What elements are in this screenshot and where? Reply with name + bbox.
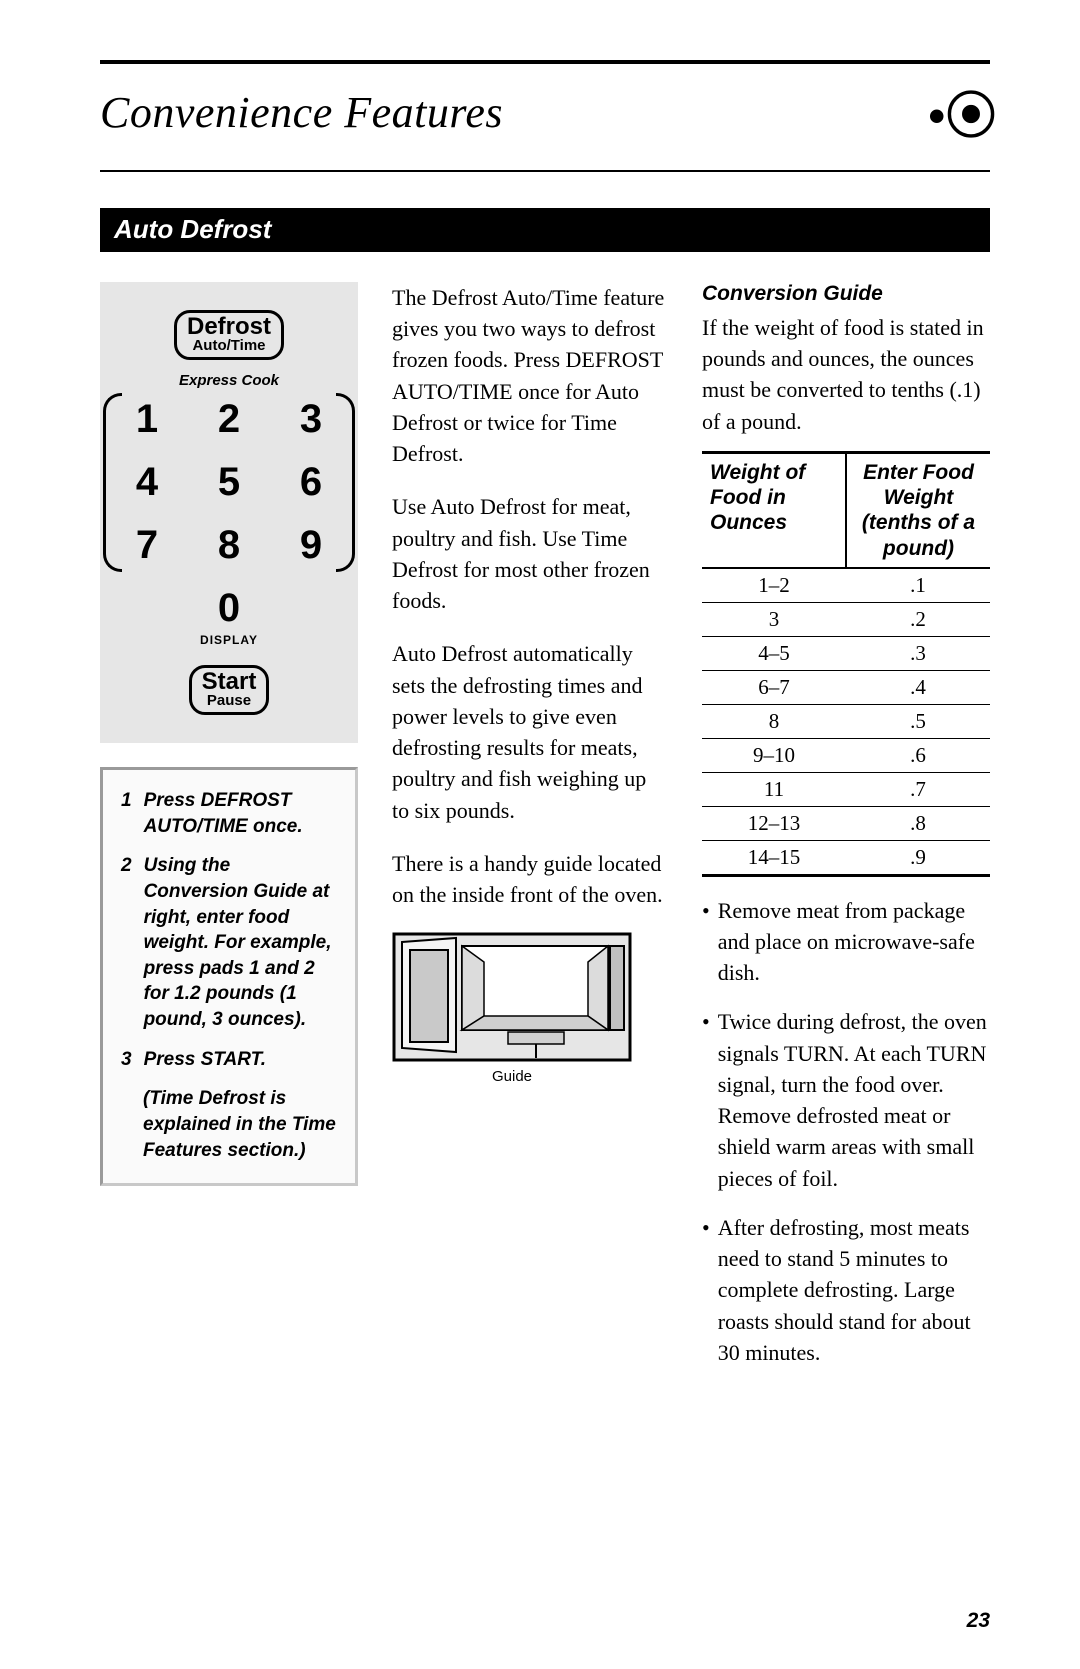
conversion-intro: If the weight of food is stated in pound… — [702, 312, 990, 437]
keypad-0: 0 — [218, 586, 240, 631]
page-number: 23 — [967, 1609, 990, 1633]
section-heading: Auto Defrost — [100, 208, 990, 252]
keypad-1: 1 — [136, 397, 158, 442]
microwave-figure: Guide — [392, 932, 632, 1087]
table-row: 3.2 — [702, 602, 990, 636]
steps-note: (Time Defrost is explained in the Time F… — [143, 1086, 337, 1163]
header-icon: • ⦿ — [928, 76, 990, 148]
body-p3: Auto Defrost automatically sets the defr… — [392, 638, 668, 825]
steps-box: 1Press DEFROST AUTO/TIME once. 2Using th… — [100, 767, 358, 1186]
step-3: 3Press START. — [121, 1047, 337, 1073]
bullet-list: •Remove meat from package and place on m… — [702, 895, 990, 1368]
page-title: Convenience Features — [100, 87, 503, 138]
step-2: 2Using the Conversion Guide at right, en… — [121, 853, 337, 1032]
body-column: The Defrost Auto/Time feature gives you … — [392, 282, 668, 1386]
table-row: 11.7 — [702, 772, 990, 806]
list-item: •After defrosting, most meats need to st… — [702, 1212, 990, 1368]
keypad-7: 7 — [136, 523, 158, 568]
body-p4: There is a handy guide located on the in… — [392, 848, 668, 910]
list-item: •Twice during defrost, the oven signals … — [702, 1006, 990, 1193]
figure-caption: Guide — [392, 1066, 632, 1087]
keypad-4: 4 — [136, 460, 158, 505]
conversion-heading: Conversion Guide — [702, 282, 990, 306]
body-p1: The Defrost Auto/Time feature gives you … — [392, 282, 668, 469]
th-tenths: Enter Food Weight (tenths of a pound) — [846, 452, 990, 567]
step-1: 1Press DEFROST AUTO/TIME once. — [121, 788, 337, 839]
table-row: 14–15.9 — [702, 840, 990, 875]
keypad-panel: Defrost Auto/Time Express Cook 1 2 3 4 5… — [100, 282, 358, 743]
keypad-3: 3 — [300, 397, 322, 442]
th-ounces: Weight of Food in Ounces — [702, 452, 846, 567]
conversion-table: Weight of Food in Ounces Enter Food Weig… — [702, 451, 990, 877]
keypad-grid: 1 2 3 4 5 6 7 8 9 — [117, 397, 341, 568]
conversion-column: Conversion Guide If the weight of food i… — [702, 282, 990, 1386]
defrost-button: Defrost Auto/Time — [174, 310, 284, 360]
table-row: 1–2.1 — [702, 568, 990, 603]
keypad-8: 8 — [218, 523, 240, 568]
table-row: 4–5.3 — [702, 636, 990, 670]
table-row: 12–13.8 — [702, 806, 990, 840]
express-cook-label: Express Cook — [179, 372, 279, 389]
microwave-icon — [392, 932, 632, 1062]
start-button: Start Pause — [189, 665, 270, 715]
table-row: 8.5 — [702, 704, 990, 738]
keypad-5: 5 — [218, 460, 240, 505]
list-item: •Remove meat from package and place on m… — [702, 895, 990, 989]
keypad-6: 6 — [300, 460, 322, 505]
table-row: 9–10.6 — [702, 738, 990, 772]
display-label: DISPLAY — [200, 633, 258, 647]
keypad-2: 2 — [218, 397, 240, 442]
table-row: 6–7.4 — [702, 670, 990, 704]
body-p2: Use Auto Defrost for meat, poultry and f… — [392, 491, 668, 616]
keypad-9: 9 — [300, 523, 322, 568]
